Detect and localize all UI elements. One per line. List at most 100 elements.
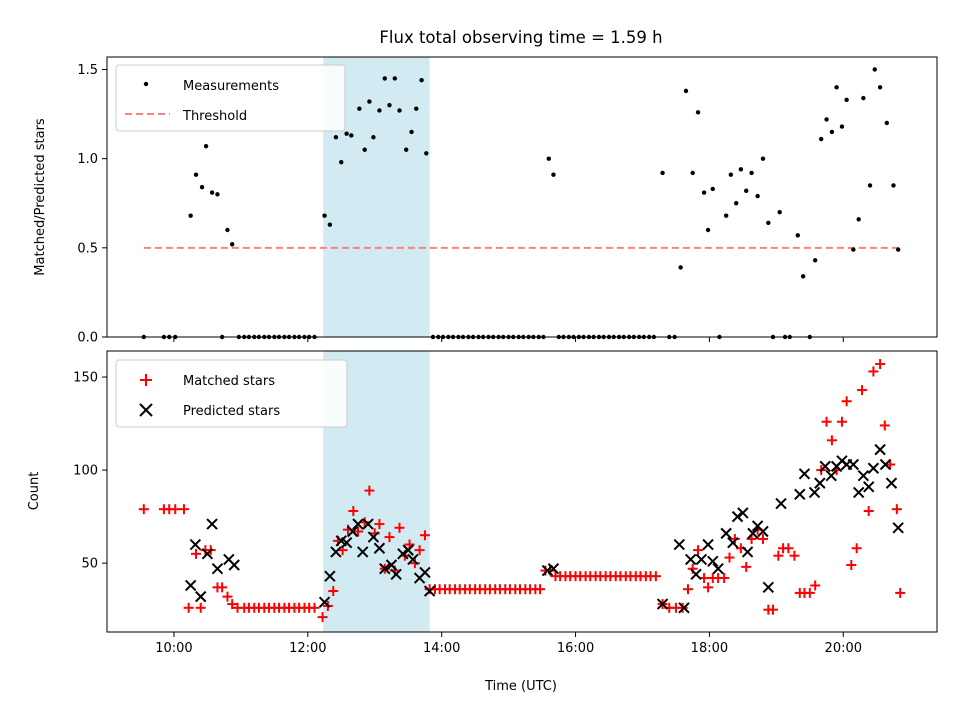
measurement-point xyxy=(229,242,235,247)
measurement-point xyxy=(392,76,398,81)
measurement-point xyxy=(749,170,754,176)
x-tick-label: 20:00 xyxy=(825,641,862,656)
matched-star-point xyxy=(138,504,149,515)
matched-star-point xyxy=(804,587,815,598)
y-tick-label: 100 xyxy=(73,464,98,479)
measurement-point xyxy=(760,156,766,161)
predicted-star-point xyxy=(819,460,831,473)
ratio-panel: 0.0 0.5 1.0 1.5 Matched/Predicted stars Mea… xyxy=(33,56,938,346)
matched-star-point xyxy=(178,504,189,515)
legend-measurement-marker xyxy=(143,81,149,87)
measurement-point xyxy=(861,95,866,101)
measurement-point xyxy=(424,151,429,156)
x-tick-label: 16:00 xyxy=(557,641,594,656)
y-tick-label: 50 xyxy=(81,557,98,572)
x-tick-label: 12:00 xyxy=(289,641,326,656)
predicted-star-point xyxy=(814,477,826,489)
matched-star-point xyxy=(719,573,730,584)
matched-star-point xyxy=(309,602,320,613)
predicted-star-point xyxy=(702,538,714,551)
matched-star-point xyxy=(359,517,370,528)
measurement-point xyxy=(683,88,689,94)
predicted-star-point xyxy=(857,469,870,482)
predicted-star-point xyxy=(757,525,769,538)
matched-star-point xyxy=(879,420,890,431)
measurement-point xyxy=(404,147,409,152)
matched-star-point xyxy=(227,599,238,610)
measurement-point xyxy=(333,135,339,140)
measurement-point xyxy=(203,143,209,149)
predicted-star-point xyxy=(707,555,719,567)
predicted-star-point xyxy=(397,548,409,560)
legend-predicted-marker xyxy=(139,403,153,417)
predicted-star-point xyxy=(390,568,402,581)
x-tick-label: 14:00 xyxy=(423,641,460,656)
y-tick-label: 1.5 xyxy=(77,63,98,78)
measurement-point xyxy=(193,172,199,177)
x-tick-label: 10:00 xyxy=(155,641,192,656)
measurement-point xyxy=(705,227,711,233)
matched-star-point xyxy=(757,533,768,544)
measurement-point xyxy=(199,184,205,190)
matched-star-point xyxy=(729,533,740,544)
matched-star-point xyxy=(414,545,425,556)
matched-star-point xyxy=(317,612,328,623)
predicted-star-point xyxy=(885,477,898,489)
predicted-star-point xyxy=(684,553,697,566)
x-tick-label: 18:00 xyxy=(691,641,728,656)
measurement-point xyxy=(872,67,877,72)
y-tick-label: 150 xyxy=(73,371,98,386)
measurement-point xyxy=(215,192,220,197)
matched-star-point xyxy=(891,504,902,515)
matched-star-point xyxy=(384,532,395,543)
measurement-point xyxy=(397,108,402,113)
measurement-point xyxy=(844,97,849,103)
matched-star-point xyxy=(821,416,832,427)
predicted-star-point xyxy=(346,525,359,538)
matched-star-point xyxy=(875,359,886,370)
matched-star-point xyxy=(773,550,784,561)
predicted-star-point xyxy=(678,602,690,614)
predicted-star-point xyxy=(695,553,708,566)
ratio-y-axis-label: Matched/Predicted stars xyxy=(33,118,48,276)
predicted-star-point xyxy=(847,458,860,471)
predicted-star-point xyxy=(189,538,202,551)
matched-star-point xyxy=(768,604,779,615)
y-tick-label: 0.0 xyxy=(77,331,98,346)
predicted-star-point xyxy=(318,596,331,608)
predicted-star-point xyxy=(794,488,806,500)
predicted-star-point xyxy=(892,522,904,534)
measurement-point xyxy=(701,190,707,195)
ratio-legend: Measurements Threshold xyxy=(115,64,346,132)
measurement-point xyxy=(551,172,556,177)
predicted-star-point xyxy=(747,527,759,540)
predicted-star-point xyxy=(863,481,875,493)
predicted-star-point xyxy=(184,579,197,592)
predicted-star-point xyxy=(419,566,431,579)
measurement-point xyxy=(800,274,806,279)
measurement-point xyxy=(357,106,362,111)
measurement-point xyxy=(877,85,883,90)
x-axis-label: Time (UTC) xyxy=(484,679,557,694)
matched-star-point xyxy=(868,366,879,377)
predicted-star-point xyxy=(340,536,353,549)
matched-star-point xyxy=(863,506,874,517)
measurement-point xyxy=(339,160,344,165)
matched-star-point xyxy=(846,560,857,571)
matched-star-point xyxy=(683,584,693,595)
predicted-star-point xyxy=(423,585,436,597)
measurement-point xyxy=(322,213,327,218)
predicted-star-point xyxy=(762,581,775,594)
measurement-point xyxy=(851,247,856,252)
measurement-point xyxy=(414,106,419,111)
predicted-star-point xyxy=(367,531,380,543)
measurement-point xyxy=(867,183,873,188)
matched-star-point xyxy=(328,586,339,597)
measurement-point xyxy=(723,213,729,218)
matched-star-point xyxy=(851,543,862,554)
measurement-point xyxy=(387,102,392,108)
legend-predicted-label: Predicted stars xyxy=(183,404,280,419)
predicted-star-point xyxy=(852,486,865,499)
measurement-point xyxy=(733,201,739,206)
predicted-star-point xyxy=(402,544,414,556)
